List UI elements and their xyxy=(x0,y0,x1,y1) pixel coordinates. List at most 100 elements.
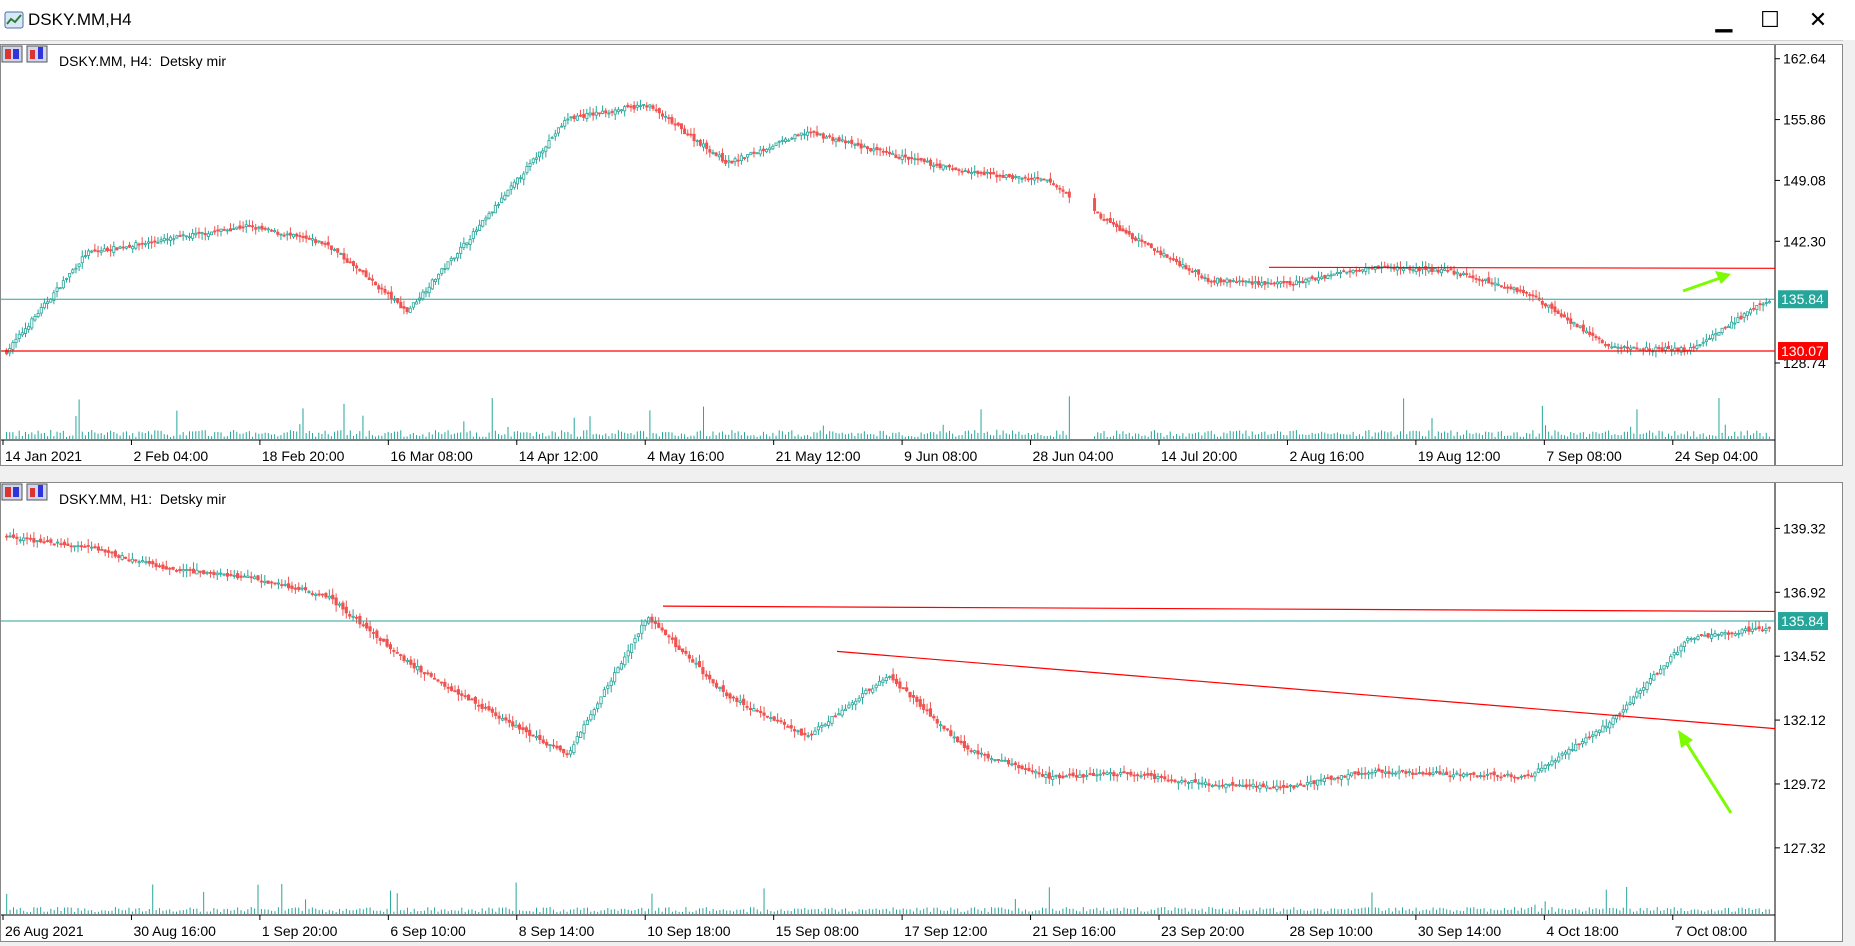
candle-body xyxy=(18,539,22,542)
minimize-button[interactable]: ▁ xyxy=(1706,6,1742,34)
candle-body xyxy=(1676,651,1680,655)
candle-body xyxy=(1686,638,1690,642)
candle-body xyxy=(1118,225,1122,231)
candle-body xyxy=(1692,346,1696,349)
candle-body xyxy=(1275,785,1279,790)
time-tick-label: 23 Sep 20:00 xyxy=(1161,923,1245,939)
candle-body xyxy=(762,712,766,716)
chart-type-icons[interactable] xyxy=(1,45,51,63)
candle-body xyxy=(1137,238,1141,242)
candle-body xyxy=(616,109,620,113)
candle-body xyxy=(606,685,610,689)
candle-body xyxy=(1754,627,1758,630)
candle-body xyxy=(1567,749,1571,755)
candle-body xyxy=(1682,641,1686,648)
candle-body xyxy=(1407,771,1411,773)
candle-body xyxy=(297,586,301,590)
candle-body xyxy=(317,240,321,243)
candle-body xyxy=(1231,782,1235,786)
candle-body xyxy=(253,576,257,580)
pane-splitter[interactable] xyxy=(0,466,1855,482)
candle-body xyxy=(77,263,81,268)
candle-body xyxy=(1594,731,1598,736)
candle-body xyxy=(1309,781,1313,785)
candle-body xyxy=(377,285,381,290)
candle-body xyxy=(1484,278,1488,281)
right-scrollbar[interactable] xyxy=(1843,40,1855,946)
candle-body xyxy=(1701,341,1705,344)
candle-body xyxy=(629,105,633,108)
candle-body xyxy=(1445,771,1449,776)
candle-body xyxy=(235,226,239,230)
candle-body xyxy=(982,171,986,176)
candle-body xyxy=(1180,780,1184,783)
candle-body xyxy=(1017,176,1021,179)
chart-pane-h1[interactable]: 139.32 136.92 134.52 132.12 129.72 127.32 26 A… xyxy=(0,482,1843,942)
candle-body xyxy=(143,243,147,246)
candle-body xyxy=(941,164,945,170)
candle-body xyxy=(354,616,359,619)
candle-body xyxy=(704,674,708,677)
candle-body xyxy=(594,111,598,116)
candle-body xyxy=(1703,634,1707,637)
candle-body xyxy=(891,674,895,681)
candle-body xyxy=(687,654,691,659)
candle-body xyxy=(531,158,535,164)
candle-body xyxy=(1278,786,1282,789)
chart-canvas-h1[interactable]: 139.32 136.92 134.52 132.12 129.72 127.32 26 A… xyxy=(1,483,1842,941)
candle-body xyxy=(45,540,50,542)
candle-body xyxy=(238,225,242,229)
candle-body xyxy=(1136,774,1140,777)
candle-body xyxy=(254,227,258,230)
trend-line-upper xyxy=(662,605,1776,613)
maximize-button[interactable]: ☐ xyxy=(1752,6,1788,34)
candle-body xyxy=(1448,775,1452,778)
candle-body xyxy=(402,655,406,661)
candle-body xyxy=(755,709,759,712)
chart-type-icons[interactable] xyxy=(1,483,51,501)
candle-body xyxy=(643,620,647,627)
candle-body xyxy=(405,660,410,663)
chart-pane-h4[interactable]: 162.64 155.86 149.08 142.30 128.74 14 Jan 202… xyxy=(0,44,1843,466)
candle-body xyxy=(591,112,595,116)
candle-body xyxy=(64,277,68,280)
candle-body xyxy=(806,735,810,737)
candle-body xyxy=(236,573,240,579)
candle-body xyxy=(1745,311,1749,316)
candle-body xyxy=(1343,775,1347,778)
candle-body xyxy=(131,246,135,250)
candle-body xyxy=(683,128,687,135)
price-tick-label: 129.72 xyxy=(1783,776,1826,792)
candle-body xyxy=(56,541,60,544)
candle-body xyxy=(1411,269,1415,272)
candle-body xyxy=(1559,313,1563,317)
candle-body xyxy=(582,114,586,118)
candle-body xyxy=(301,236,305,238)
candle-body xyxy=(646,617,651,624)
close-button[interactable]: ✕ xyxy=(1800,6,1836,34)
candle-body xyxy=(259,580,263,583)
candle-body xyxy=(837,713,841,716)
candle-body xyxy=(1433,268,1437,272)
candle-body xyxy=(1635,347,1639,350)
candle-body xyxy=(727,160,731,163)
time-tick-label: 21 May 12:00 xyxy=(776,448,861,464)
candle-body xyxy=(52,292,56,301)
candle-body xyxy=(216,229,220,232)
candle-body xyxy=(793,729,797,732)
candle-body xyxy=(283,583,287,586)
candle-body xyxy=(424,290,428,294)
candle-body xyxy=(922,704,926,710)
candle-body xyxy=(1159,250,1163,256)
candle-body xyxy=(661,113,665,117)
candle-body xyxy=(1217,785,1221,788)
candle-body xyxy=(1676,347,1680,351)
candle-body xyxy=(1030,770,1034,773)
candle-body xyxy=(1068,773,1072,776)
candle-body xyxy=(269,229,273,232)
candle-body xyxy=(1760,629,1765,632)
candle-body xyxy=(422,672,427,675)
candle-body xyxy=(273,582,277,585)
candle-body xyxy=(1601,725,1605,733)
